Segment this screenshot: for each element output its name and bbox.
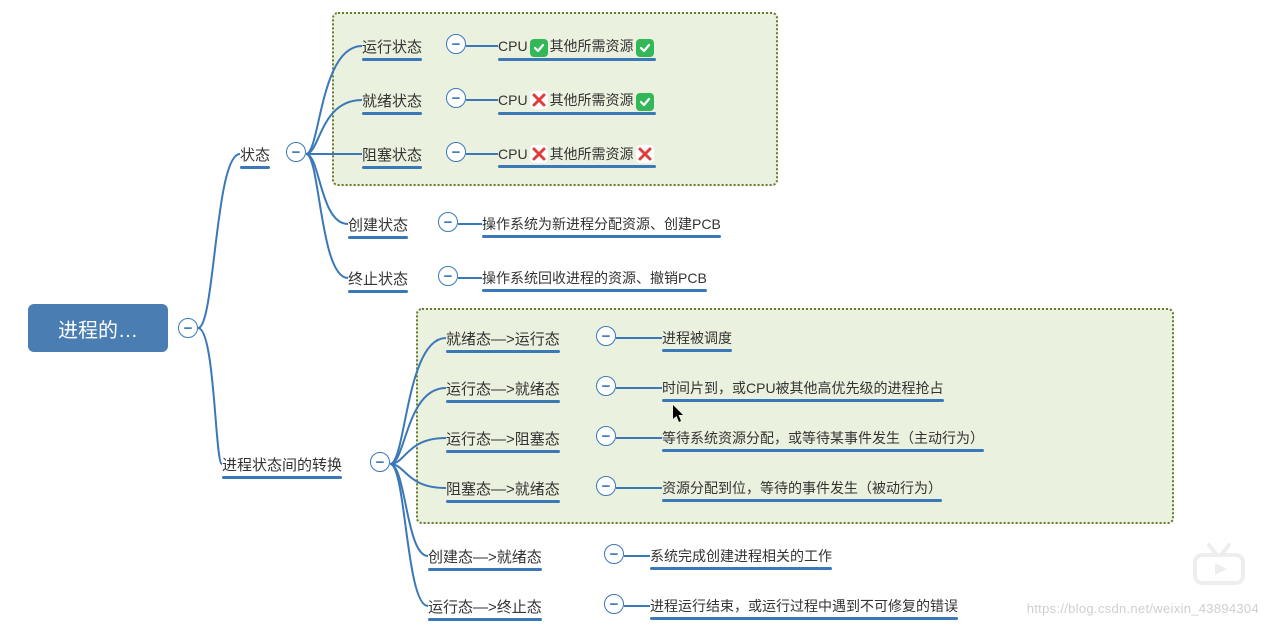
leaf-ready-res: CPU其他所需资源 xyxy=(498,90,656,115)
leaf-create-desc: 操作系统为新进程分配资源、创建PCB xyxy=(482,214,721,238)
root-label: 进程的… xyxy=(58,314,138,343)
node-create-label: 创建状态 xyxy=(348,217,408,234)
root-toggle[interactable]: − xyxy=(178,318,198,338)
watermark-text: https://blog.csdn.net/weixin_43894304 xyxy=(1027,601,1259,616)
node-create[interactable]: 创建状态 xyxy=(348,214,408,239)
leaf-trans-4: 资源分配到位，等待的事件发生（被动行为） xyxy=(662,478,942,502)
node-trans-4[interactable]: 阻塞态—>就绪态 xyxy=(446,478,560,503)
node-states[interactable]: 状态 xyxy=(240,144,270,169)
node-trans-4-toggle[interactable]: − xyxy=(596,476,616,496)
node-terminate[interactable]: 终止状态 xyxy=(348,268,408,293)
node-states-label: 状态 xyxy=(240,147,270,164)
node-running[interactable]: 运行状态 xyxy=(362,36,422,61)
bilibili-tv-icon xyxy=(1191,543,1247,592)
node-terminate-toggle[interactable]: − xyxy=(438,266,458,286)
leaf-running-res: CPU其他所需资源 xyxy=(498,36,656,61)
node-transitions[interactable]: 进程状态间的转换 xyxy=(222,454,342,479)
leaf-trans-6: 进程运行结束，或运行过程中遇到不可修复的错误 xyxy=(650,596,958,620)
leaf-trans-2: 时间片到，或CPU被其他高优先级的进程抢占 xyxy=(662,378,944,402)
node-trans-6-toggle[interactable]: − xyxy=(604,594,624,614)
node-running-toggle[interactable]: − xyxy=(446,34,466,54)
leaf-terminate-desc: 操作系统回收进程的资源、撤销PCB xyxy=(482,268,707,292)
node-trans-1-toggle[interactable]: − xyxy=(596,326,616,346)
node-ready-toggle[interactable]: − xyxy=(446,88,466,108)
node-trans-3[interactable]: 运行态—>阻塞态 xyxy=(446,428,560,453)
node-transitions-toggle[interactable]: − xyxy=(370,452,390,472)
leaf-trans-5: 系统完成创建进程相关的工作 xyxy=(650,546,832,570)
node-create-toggle[interactable]: − xyxy=(438,212,458,232)
node-trans-1[interactable]: 就绪态—>运行态 xyxy=(446,328,560,353)
node-blocked-label: 阻塞状态 xyxy=(362,147,422,164)
node-blocked-toggle[interactable]: − xyxy=(446,142,466,162)
node-trans-5[interactable]: 创建态—>就绪态 xyxy=(428,546,542,571)
leaf-trans-1: 进程被调度 xyxy=(662,328,732,352)
node-trans-2[interactable]: 运行态—>就绪态 xyxy=(446,378,560,403)
node-trans-6[interactable]: 运行态—>终止态 xyxy=(428,596,542,621)
node-running-label: 运行状态 xyxy=(362,39,422,56)
mouse-cursor-icon xyxy=(672,404,686,424)
node-transitions-label: 进程状态间的转换 xyxy=(222,457,342,474)
leaf-trans-3: 等待系统资源分配，或等待某事件发生（主动行为） xyxy=(662,428,984,452)
node-states-toggle[interactable]: − xyxy=(286,142,306,162)
node-trans-2-toggle[interactable]: − xyxy=(596,376,616,396)
node-blocked[interactable]: 阻塞状态 xyxy=(362,144,422,169)
node-ready[interactable]: 就绪状态 xyxy=(362,90,422,115)
node-trans-5-toggle[interactable]: − xyxy=(604,544,624,564)
node-ready-label: 就绪状态 xyxy=(362,93,422,110)
root-node[interactable]: 进程的… xyxy=(28,304,168,352)
leaf-blocked-res: CPU其他所需资源 xyxy=(498,144,656,168)
node-terminate-label: 终止状态 xyxy=(348,271,408,288)
node-trans-3-toggle[interactable]: − xyxy=(596,426,616,446)
